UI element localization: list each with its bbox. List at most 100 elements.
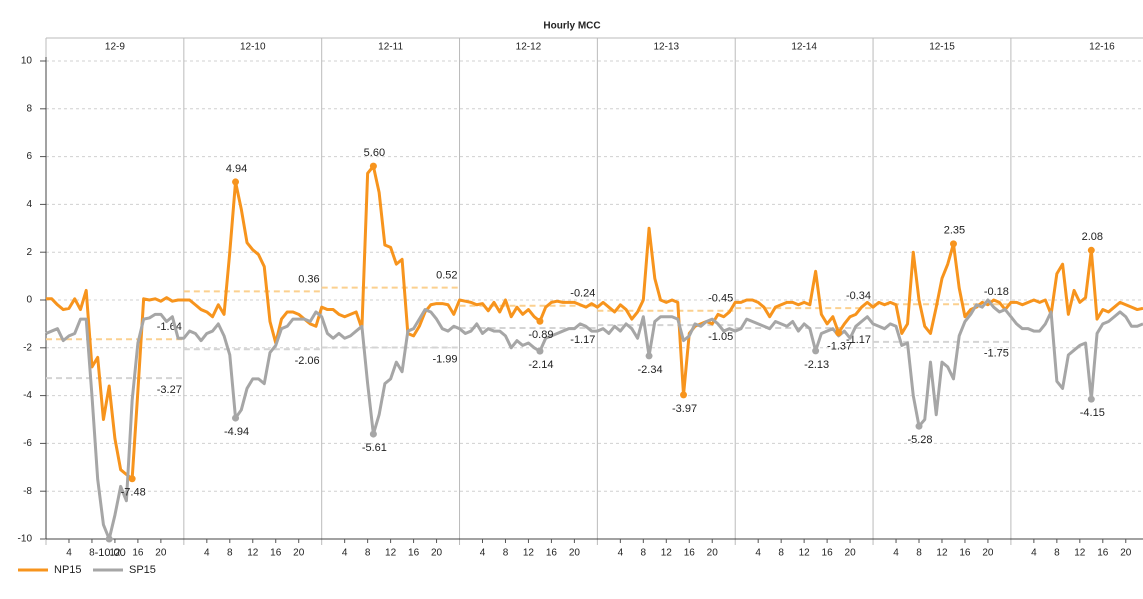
annotation-label: -4.94 [224,426,249,438]
legend-label: SP15 [129,564,156,576]
daily-average-label: -1.75 [984,348,1009,360]
y-tick-label: 6 [26,151,32,162]
y-tick-label: -4 [23,390,32,401]
y-tick-label: 10 [21,56,33,67]
y-tick-label: 4 [26,199,32,210]
x-tick-label: 4 [893,548,899,559]
annotation-point [232,414,240,422]
daily-average-label: -0.45 [708,293,733,305]
x-tick-label: 20 [845,548,857,559]
x-tick-label: 8 [916,548,922,559]
x-tick-label: 8 [503,548,509,559]
daily-average-label: -1.05 [708,331,733,343]
x-tick-label: 12 [799,548,811,559]
legend-label: NP15 [54,564,82,576]
x-tick-label: 8 [365,548,371,559]
annotation-label: -5.28 [907,434,932,446]
annotation-label: -2.34 [638,364,663,376]
annotation-label: -7.48 [121,487,146,499]
x-tick-label: 4 [204,548,210,559]
x-tick-label: 12 [385,548,397,559]
annotation-label: 2.35 [944,225,965,237]
day-label: 12-10 [240,42,266,53]
day-label: 12-14 [791,42,817,53]
x-tick-label: 16 [132,548,144,559]
x-tick-label: 12 [661,548,673,559]
daily-average-label: 0.52 [436,269,457,281]
daily-average-label: -1.64 [157,321,182,333]
x-tick-label: 8 [641,548,647,559]
x-tick-label: 20 [431,548,443,559]
annotation-point [812,347,820,355]
annotation-label: -4.15 [1080,407,1105,419]
x-tick-label: 20 [155,548,167,559]
x-tick-label: 4 [1031,548,1037,559]
x-tick-label: 4 [66,548,72,559]
annotation-point [1087,395,1095,403]
annotation-label: -0.89 [528,329,553,341]
annotation-point [369,162,377,170]
y-tick-label: 0 [26,295,32,306]
y-tick-label: -8 [23,486,32,497]
day-label: 12-16 [1089,42,1115,53]
annotation-label: -1.37 [827,341,852,353]
y-tick-label: -2 [23,342,32,353]
x-tick-label: 16 [822,548,834,559]
daily-average-label: -0.18 [984,286,1009,298]
annotation-point [915,422,923,430]
x-tick-label: 8 [1054,548,1060,559]
x-tick-label: 20 [1120,548,1132,559]
x-tick-label: 20 [569,548,581,559]
x-tick-label: 16 [270,548,282,559]
annotation-point [369,430,377,438]
x-tick-label: 12 [109,548,121,559]
x-tick-label: 8 [227,548,233,559]
series-line [45,298,1143,541]
x-tick-label: 20 [293,548,305,559]
daily-average-label: -1.99 [432,353,457,365]
annotation-label: -2.13 [804,359,829,371]
annotation-label: -5.61 [362,442,387,454]
day-label: 12-11 [378,42,403,53]
annotation-point [680,391,688,399]
chart-title: Hourly MCC [543,21,600,32]
y-tick-label: -10 [18,534,33,545]
y-tick-label: 2 [26,247,32,258]
day-label: 12-15 [929,42,955,53]
daily-average-label: 0.36 [298,273,319,285]
annotation-point [645,352,653,360]
daily-average-label: -0.34 [846,290,871,302]
annotation-point [105,535,113,543]
daily-average-label: -1.17 [570,334,595,346]
daily-average-label: -3.27 [157,384,182,396]
annotation-label: -10.00 [95,547,126,559]
annotation-label: 5.60 [364,147,385,159]
x-tick-label: 16 [1097,548,1109,559]
day-label: 12-9 [105,42,125,53]
annotation-label: -2.14 [528,359,553,371]
daily-average-label: -2.06 [295,355,320,367]
x-tick-label: 12 [936,548,948,559]
x-tick-label: 4 [618,548,624,559]
x-tick-label: 16 [408,548,420,559]
annotation-point [536,317,544,325]
annotation-label: 4.94 [226,163,247,175]
x-tick-label: 20 [707,548,719,559]
annotation-point [128,475,136,483]
day-label: 12-12 [516,42,542,53]
x-tick-label: 20 [982,548,994,559]
annotation-point [232,178,240,186]
x-tick-label: 16 [546,548,558,559]
x-tick-label: 12 [1074,548,1086,559]
annotation-point [949,240,957,248]
x-tick-label: 12 [247,548,259,559]
x-tick-label: 4 [342,548,348,559]
y-tick-label: -6 [23,438,32,449]
annotation-point [1087,246,1095,254]
x-tick-label: 16 [684,548,696,559]
annotation-label: -3.97 [672,403,697,415]
series-line [46,164,1143,481]
annotation-point [536,347,544,355]
daily-average-label: -0.24 [570,288,595,300]
